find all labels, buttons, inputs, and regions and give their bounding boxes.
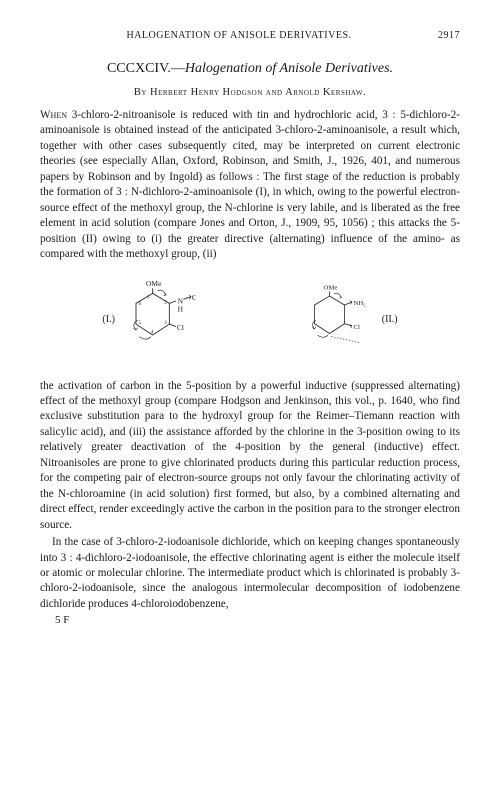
svg-text:6: 6 <box>138 302 141 307</box>
title-main: Halogenation of Anisole Derivatives. <box>185 61 393 76</box>
svg-text:Cl: Cl <box>192 293 196 302</box>
structure-I: OMe N Cl H Cl 1 2 3 4 5 6 <box>121 275 196 365</box>
title-roman: CCCXCIV.— <box>107 61 185 76</box>
article-title: CCCXCIV.—Halogenation of Anisole Derivat… <box>40 61 460 77</box>
svg-text:Cl: Cl <box>353 324 360 331</box>
paragraph-3: In the case of 3-chloro-2-iodoanisole di… <box>40 535 460 612</box>
structure-label-2: (II.) <box>382 314 398 325</box>
svg-text:Cl: Cl <box>177 323 184 332</box>
page-number: 2917 <box>438 30 460 41</box>
svg-text:NH₂: NH₂ <box>353 300 365 307</box>
svg-text:H: H <box>178 304 184 313</box>
byline: By Herbert Henry Hodgson and Arnold Kers… <box>40 87 460 98</box>
svg-text:1: 1 <box>147 295 150 300</box>
structure-diagrams: (I.) OMe N Cl H Cl 1 2 3 4 5 6 <box>40 275 460 365</box>
structure-II: OMe NH₂ Cl <box>301 275 376 365</box>
svg-text:OMe: OMe <box>323 284 337 291</box>
structure-label-1: (I.) <box>102 314 115 325</box>
gathering-signature: 5 F <box>40 614 460 626</box>
paragraph-1: When 3-chloro-2-nitroanisole is reduced … <box>40 108 460 263</box>
svg-text:5: 5 <box>138 321 141 326</box>
paragraph-2: the activation of carbon in the 5-positi… <box>40 379 460 534</box>
ome-label: OMe <box>146 278 162 287</box>
running-title: HALOGENATION OF ANISOLE DERIVATIVES. <box>126 30 351 41</box>
para1-text: 3-chloro-2-nitroanisole is reduced with … <box>40 109 460 260</box>
svg-text:2: 2 <box>164 300 167 305</box>
